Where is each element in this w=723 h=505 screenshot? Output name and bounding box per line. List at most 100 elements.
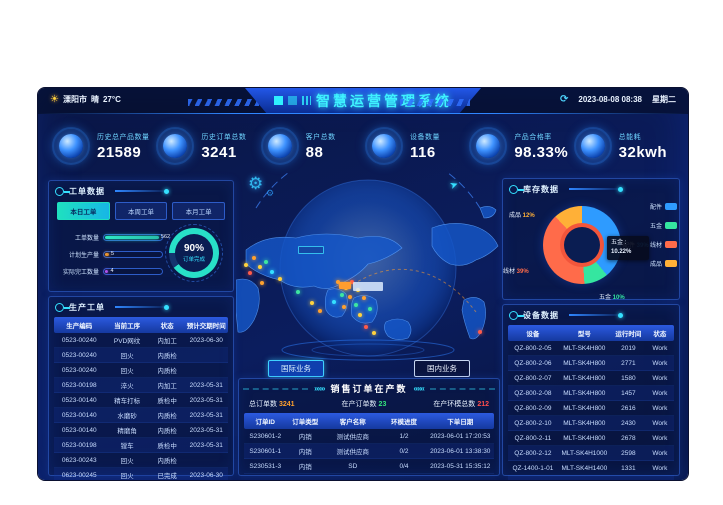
table-cell: 0/4 [399, 462, 409, 470]
header-line-decoration [115, 188, 169, 194]
table-cell: Work [652, 344, 668, 352]
devices-panel: 设备数据 设备 型号 运行时间 状态 QZ-800-2-05 MLT-SK4H800 201… [502, 304, 680, 480]
legend-swatch [665, 203, 677, 210]
kpi-item: 历史总产品数量 21589 [52, 118, 156, 174]
table-header-row: 订单ID 订单类型 客户名称 环模进度 下单日期 [244, 413, 494, 429]
map-label [353, 282, 383, 291]
table-row: 0623-00243 回火 内质检 [54, 453, 228, 468]
legend-label: 成品 [649, 262, 662, 268]
map-marker [354, 303, 358, 307]
table-cell: S230601-1 [249, 447, 282, 455]
table-cell: Work [652, 374, 668, 382]
map-marker [296, 290, 300, 294]
bar-value: 5 [111, 251, 115, 257]
table-cell: Work [652, 359, 668, 367]
workorder-body: 工单数量 562 计划生产量 5 实际完工数量 4 90% 订单完成 [57, 222, 225, 284]
legend-item[interactable]: 配件 [650, 202, 677, 211]
completion-gauge: 90% 订单完成 [169, 228, 219, 278]
map-marker [364, 325, 368, 329]
orders-table: 订单ID 订单类型 客户名称 环模进度 下单日期 S230601-2 内销 测试供应商 1/2 2… [244, 413, 494, 474]
weather-condition: 晴 [90, 95, 99, 104]
table-cell: 内加工 [157, 338, 177, 345]
weather: ☀ 溧阳市 晴 27°C [50, 94, 121, 105]
kpi-text: 历史总产品数量 21589 [97, 132, 150, 161]
kpi-item: 设备数量 116 [364, 118, 469, 174]
table-row: 0523-00140 精车打标 质检中 2023-05-31 [54, 393, 228, 408]
bar-fill [105, 253, 110, 256]
platform-ring-inner [311, 343, 425, 357]
table-row: 0523-00198 淬火 内加工 2023-05-31 [54, 378, 228, 393]
hatch-decoration-left [188, 99, 293, 106]
business-button[interactable]: 国内业务 [414, 360, 470, 377]
refresh-icon[interactable]: ⟳ [560, 94, 569, 105]
table-cell: 2023-06-30 [189, 471, 223, 479]
column-header: 下单日期 [447, 419, 474, 426]
table-cell: 0623-00245 [61, 471, 97, 479]
table-cell: 2023-06-01 17:20:53 [430, 432, 491, 440]
panel-header: 生产工单 [49, 297, 233, 314]
table-row: 0523-00140 水磨砂 内质检 2023-05-31 [54, 408, 228, 423]
business-buttons: 国际业务 国内业务 [238, 360, 500, 377]
table-cell: 质检中 [157, 443, 177, 450]
table-cell: 2023-05-31 [189, 441, 223, 449]
table-cell: QZ-1400-1-01 [512, 464, 554, 472]
continents [235, 206, 499, 340]
map-svg [235, 145, 499, 361]
dash-line-decoration [429, 387, 496, 390]
kpi-value: 32kwh [618, 143, 667, 161]
map-marker [332, 300, 336, 304]
donut-callout: 线材 39% [503, 269, 529, 275]
table-cell: 2023-05-31 [189, 426, 223, 434]
gauge-center: 90% 订单完成 [175, 234, 213, 272]
table-cell: QZ-800-2-10 [514, 419, 552, 427]
kpi-orb-icon [267, 134, 292, 158]
table-cell: 1331 [621, 464, 636, 472]
table-cell: QZ-800-2-09 [514, 404, 552, 412]
banner-square-icon [288, 96, 297, 105]
top-bar: ☀ 溧阳市 晴 27°C 智慧运营管理系统 ⟳ 2023-08-08 08:38… [38, 88, 688, 114]
table-row: S230601-1 内销 测试供应商 0/2 2023-06-01 13:38:30 [244, 444, 494, 459]
table-cell: QZ-800-2-12 [514, 449, 552, 457]
gear-icon: ⚙ [266, 188, 275, 198]
table-cell: Work [646, 479, 674, 481]
dash-line-decoration [243, 387, 309, 390]
map-marker [252, 256, 256, 260]
column-header: 订单类型 [292, 419, 319, 426]
weather-temp: 27°C [102, 95, 121, 104]
header-line-decoration [115, 304, 169, 310]
workorder-tab[interactable]: 本周工单 [114, 202, 168, 220]
legend-label: 线材 [649, 243, 662, 249]
table-cell: MLT-SK4H800 [563, 374, 606, 382]
table-row: QZ-800-2-07 MLT-SK4H800 1580 Work [508, 371, 674, 386]
legend-item[interactable]: 五金 [650, 221, 677, 230]
table-cell: 2023-05-31 15:35:12 [430, 462, 491, 470]
chevron-right-icon: »»» [314, 384, 325, 393]
dashboard: ☀ 溧阳市 晴 27°C 智慧运营管理系统 ⟳ 2023-08-08 08:38… [38, 88, 688, 480]
devices-table: 设备 型号 运行时间 状态 QZ-800-2-05 MLT-SK4H800 2019 Work… [508, 325, 674, 480]
business-button[interactable]: 国际业务 [268, 360, 324, 377]
globe-sphere [280, 180, 456, 356]
bar-fill [105, 236, 159, 239]
table-cell: 2771 [621, 359, 636, 367]
kpi-item: 产品合格率 98.33% [469, 118, 573, 174]
tooltip-value: 10.22% [611, 249, 632, 255]
table-row: QZ-1400-1-02MLT-SK4H14002000Work [508, 476, 674, 480]
table-cell: QZ-800-2-07 [514, 374, 552, 382]
legend-item[interactable]: 成品 [650, 259, 677, 268]
table-cell: 内销 [298, 434, 312, 441]
title-banner: 智慧运营管理系统 [245, 88, 481, 113]
table-row: 0523-00240 PVD网纹 内加工 2023-06-30 [54, 333, 228, 348]
kpi-label: 历史订单总数 [201, 133, 247, 141]
orders-stats: 总订单数 3241 在产订单数 23 在产环模总数 212 [239, 395, 499, 410]
orders-title: 销售订单在产数 [330, 384, 408, 394]
legend-item[interactable]: 线材 [650, 240, 677, 249]
workorder-tab[interactable]: 本日工单 [57, 202, 110, 220]
panel-title: 工单数据 [69, 186, 105, 196]
table-cell: 质检中 [157, 398, 177, 405]
kpi-value: 116 [409, 143, 436, 161]
table-cell: 回火 [120, 458, 134, 465]
table-cell: 0623-00243 [61, 456, 97, 464]
table-row: QZ-800-2-12 MLT-SK4H1000 2598 Work [508, 446, 674, 461]
map-marker [478, 330, 482, 334]
workorder-tab[interactable]: 本月工单 [172, 202, 226, 220]
